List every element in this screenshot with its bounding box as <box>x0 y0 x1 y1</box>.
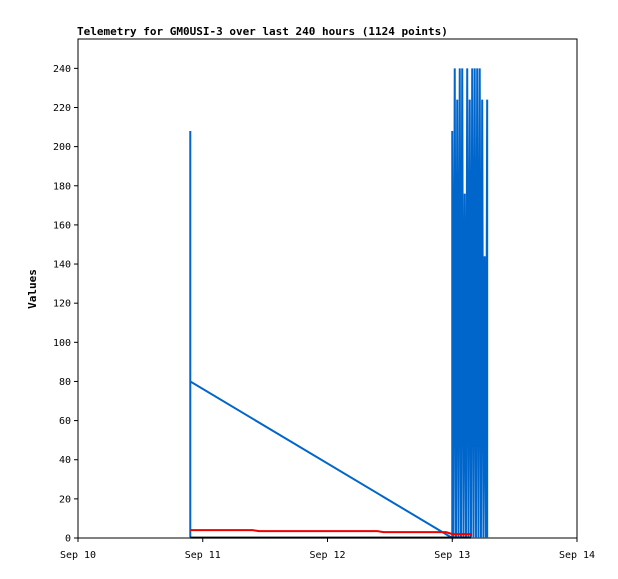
y-tick-label: 120 <box>53 299 71 310</box>
y-tick-label: 60 <box>59 416 71 427</box>
x-axis: Sep 10 Sep 11 Sep 12 Sep 13 Sep 14 <box>60 538 595 561</box>
y-tick-label: 200 <box>53 142 71 153</box>
y-axis: 0 20 40 60 80 100 120 140 160 180 200 220 240 <box>53 64 78 545</box>
y-tick-label: 240 <box>53 64 71 75</box>
x-tick-label: Sep 12 <box>309 550 345 561</box>
series-line-1 <box>190 529 472 537</box>
chart-title: Telemetry for GM0USI-3 over last 240 hou… <box>77 25 448 38</box>
x-tick-label: Sep 10 <box>60 550 96 561</box>
y-tick-label: 40 <box>59 455 71 466</box>
y-tick-label: 160 <box>53 220 71 231</box>
x-tick-label: Sep 11 <box>185 550 221 561</box>
y-axis-label: Values <box>26 269 39 309</box>
y-tick-label: 140 <box>53 260 71 271</box>
y-tick-label: 220 <box>53 103 71 114</box>
y-tick-label: 20 <box>59 494 71 505</box>
x-tick-label: Sep 14 <box>559 550 595 561</box>
plot-area <box>77 38 578 539</box>
y-tick-label: 100 <box>53 338 71 349</box>
series-layer <box>189 68 489 540</box>
x-tick-label: Sep 13 <box>434 550 470 561</box>
y-tick-label: 0 <box>65 534 71 545</box>
y-tick-label: 180 <box>53 181 71 192</box>
y-tick-label: 80 <box>59 377 71 388</box>
series-line-0 <box>189 68 489 540</box>
